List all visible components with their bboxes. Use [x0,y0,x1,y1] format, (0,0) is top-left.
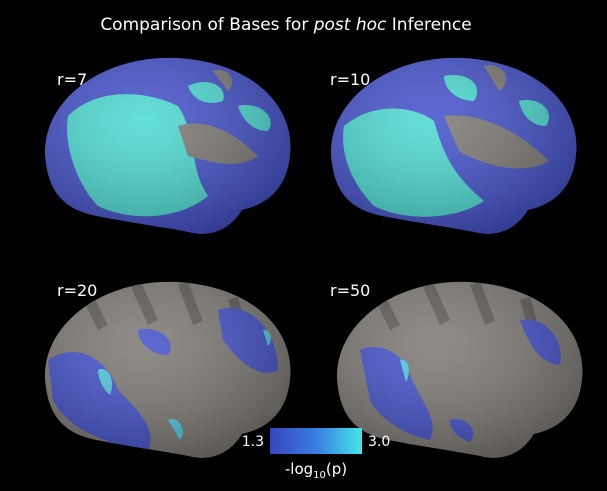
colorbar-label: -log10(p) [285,460,347,481]
title: Comparison of Bases for post hoc Inferen… [100,15,471,35]
colorbar [270,428,362,454]
panel-label: r=10 [330,70,370,89]
figure: Comparison of Bases for post hoc Inferen… [0,0,607,491]
brain-surface [337,275,583,458]
panel-label: r=20 [57,281,97,300]
label-text: (p) [326,460,347,478]
panel-label: r=50 [330,281,370,300]
title-italic: post hoc [313,15,387,35]
brain-surface [45,275,291,458]
page: Comparison of Bases for post hoc Inferen… [0,0,607,491]
label-subscript: 10 [313,470,326,481]
colorbar-max: 3.0 [368,434,390,450]
colorbar-min: 1.3 [242,434,264,450]
panel-label: r=7 [57,70,87,89]
title-text: Comparison of Bases for [100,15,313,35]
title-text: Inference [386,15,471,35]
label-text: -log [285,460,313,478]
